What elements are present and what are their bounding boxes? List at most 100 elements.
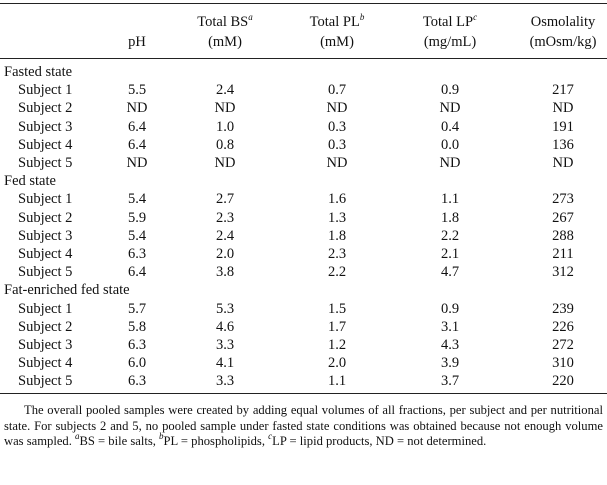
footnote-mark: a bbox=[75, 431, 80, 441]
cell: 1.1 bbox=[440, 191, 460, 208]
cell: 4.7 bbox=[440, 264, 460, 281]
footnote-text: LP = lipid products, ND = not determined… bbox=[272, 434, 487, 448]
cell: 288 bbox=[552, 227, 574, 244]
cell: ND bbox=[439, 100, 461, 117]
cell: 5.8 bbox=[127, 318, 147, 335]
cell: 312 bbox=[552, 264, 574, 281]
cell: 0.9 bbox=[440, 300, 460, 317]
footnote-text: PL = phospholipids, bbox=[163, 434, 269, 448]
cell: 2.4 bbox=[215, 227, 235, 244]
cell: 0.4 bbox=[440, 118, 460, 135]
cell: 5.9 bbox=[127, 209, 147, 226]
cell: ND bbox=[326, 100, 348, 117]
row-label: Subject 5 bbox=[18, 373, 73, 390]
cell: 3.9 bbox=[440, 355, 460, 372]
cell: 6.3 bbox=[127, 373, 147, 390]
cell: 1.3 bbox=[327, 209, 347, 226]
header-rule bbox=[0, 58, 607, 59]
row-label: Subject 1 bbox=[18, 300, 73, 317]
column-header: Total BSa bbox=[197, 13, 252, 31]
column-unit: (mOsm/kg) bbox=[529, 34, 597, 50]
cell: ND bbox=[552, 155, 574, 171]
cell: 0.7 bbox=[327, 82, 347, 99]
row-label: Subject 3 bbox=[18, 337, 73, 353]
footnote-mark: b bbox=[159, 431, 164, 441]
row-label: Subject 2 bbox=[18, 209, 73, 226]
cell: 239 bbox=[552, 300, 574, 317]
cell: 2.3 bbox=[327, 246, 347, 262]
cell: 4.1 bbox=[215, 355, 235, 372]
bottom-rule bbox=[0, 393, 607, 394]
cell: 191 bbox=[552, 118, 574, 135]
cell: 3.3 bbox=[215, 373, 235, 390]
cell: ND bbox=[552, 100, 574, 117]
cell: 136 bbox=[552, 136, 574, 153]
cell: 0.3 bbox=[327, 136, 347, 153]
row-label: Subject 3 bbox=[18, 227, 73, 244]
cell: 1.1 bbox=[327, 373, 347, 390]
cell: 310 bbox=[552, 355, 574, 372]
cell: ND bbox=[126, 155, 148, 171]
cell: 4.3 bbox=[440, 337, 460, 353]
footnote: The overall pooled samples were created … bbox=[4, 403, 603, 450]
cell: 2.0 bbox=[215, 246, 235, 262]
row-label: Subject 2 bbox=[18, 100, 73, 117]
column-name: Total LP bbox=[422, 14, 474, 30]
cell: 3.3 bbox=[215, 337, 235, 353]
cell: 6.4 bbox=[127, 264, 147, 281]
footnote-text: BS = bile salts, bbox=[79, 434, 160, 448]
column-header: Osmolality bbox=[531, 13, 595, 31]
cell: 1.7 bbox=[327, 318, 347, 335]
row-label: Subject 4 bbox=[18, 355, 73, 372]
row-label: Subject 5 bbox=[18, 155, 73, 171]
cell: ND bbox=[214, 100, 236, 117]
column-name: Total PL bbox=[309, 14, 360, 30]
section-title: Fasted state bbox=[4, 64, 73, 80]
cell: 2.4 bbox=[215, 82, 235, 99]
cell: 5.5 bbox=[127, 82, 147, 99]
cell: 6.4 bbox=[127, 136, 147, 153]
cell: 2.2 bbox=[327, 264, 347, 281]
cell: 226 bbox=[552, 318, 574, 335]
cell: 267 bbox=[552, 209, 574, 226]
cell: 1.0 bbox=[215, 118, 235, 135]
column-name: Osmolality bbox=[530, 14, 596, 30]
row-label: Subject 1 bbox=[18, 82, 73, 99]
cell: 1.2 bbox=[327, 337, 347, 353]
column-header: Total PLb bbox=[310, 13, 365, 31]
footnote-text: The overall pooled samples were created … bbox=[4, 403, 603, 448]
column-header: pH bbox=[128, 33, 146, 51]
cell: 2.1 bbox=[440, 246, 460, 262]
cell: 0.3 bbox=[327, 118, 347, 135]
cell: 0.8 bbox=[215, 136, 235, 153]
column-footnote-mark: a bbox=[248, 12, 253, 22]
cell: 0.9 bbox=[440, 82, 460, 99]
cell: 5.4 bbox=[127, 191, 147, 208]
row-label: Subject 4 bbox=[18, 246, 73, 262]
cell: ND bbox=[126, 100, 148, 117]
cell: 211 bbox=[552, 246, 574, 262]
row-label: Subject 5 bbox=[18, 264, 73, 281]
cell: 5.3 bbox=[215, 300, 235, 317]
cell: 3.1 bbox=[440, 318, 460, 335]
cell: 2.7 bbox=[215, 191, 235, 208]
cell: ND bbox=[214, 155, 236, 171]
row-label: Subject 4 bbox=[18, 136, 73, 153]
cell: 1.6 bbox=[327, 191, 347, 208]
cell: 272 bbox=[552, 337, 574, 353]
cell: 217 bbox=[552, 82, 574, 99]
cell: 3.8 bbox=[215, 264, 235, 281]
cell: ND bbox=[439, 155, 461, 171]
column-footnote-mark: c bbox=[473, 12, 478, 22]
column-name: Total BS bbox=[197, 14, 249, 30]
column-unit: (mg/mL) bbox=[423, 34, 477, 50]
column-unit: (mM) bbox=[320, 34, 354, 50]
cell: 4.6 bbox=[215, 318, 235, 335]
cell: 5.7 bbox=[127, 300, 147, 317]
column-header: Total LPc bbox=[423, 13, 477, 31]
cell: 6.3 bbox=[127, 246, 147, 262]
cell: 2.2 bbox=[440, 227, 460, 244]
top-rule bbox=[0, 3, 607, 4]
cell: 1.8 bbox=[440, 209, 460, 226]
